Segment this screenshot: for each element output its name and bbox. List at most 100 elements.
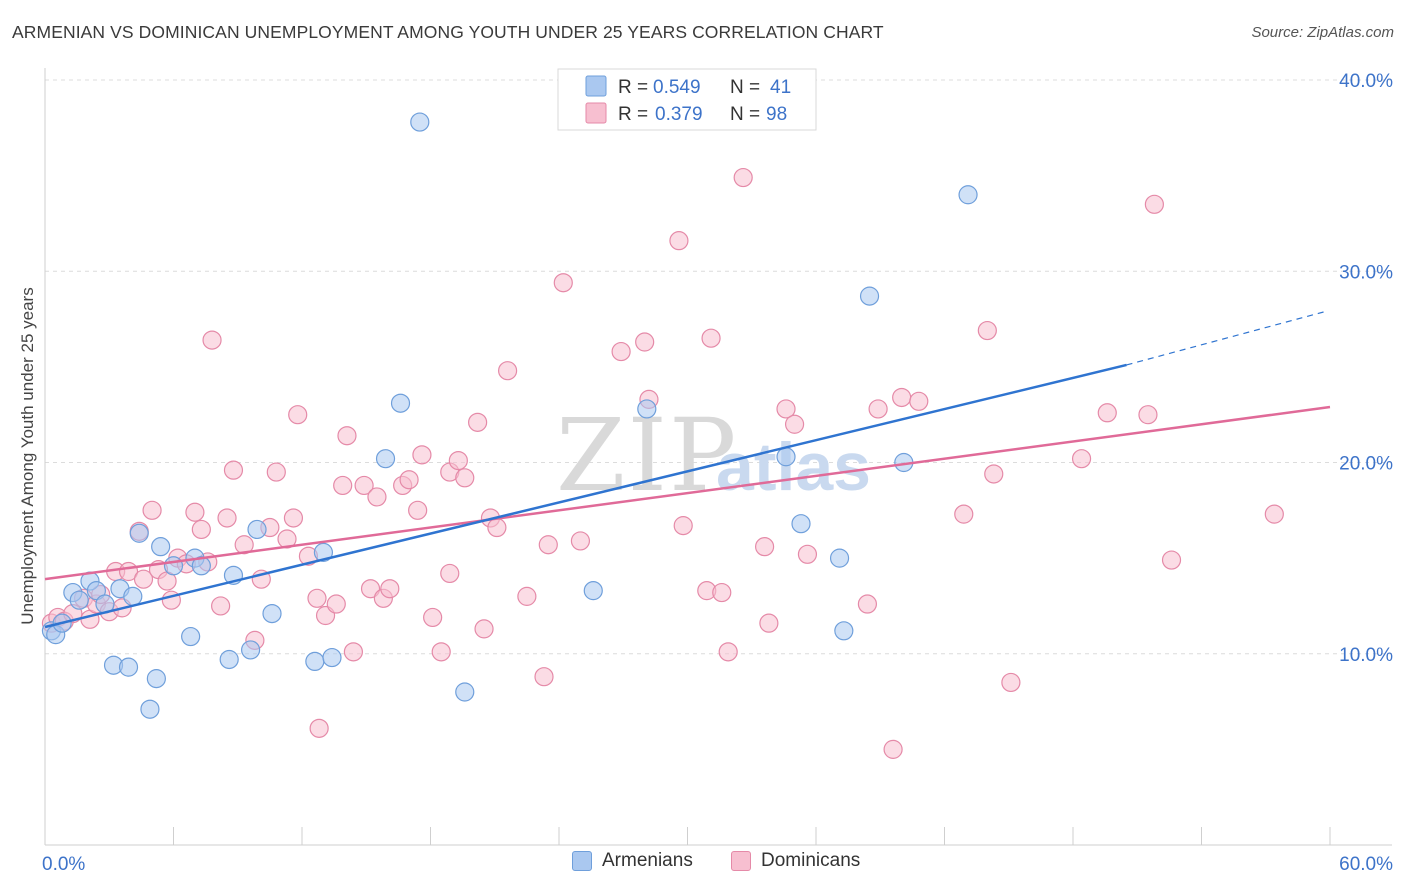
armenians-point	[322, 647, 342, 668]
armenians-point	[123, 586, 143, 606]
dominicans-point	[440, 563, 460, 584]
dominicans-point	[553, 273, 573, 293]
legend-label-dominicans: Dominicans	[761, 850, 861, 871]
dominicans-point	[1138, 405, 1158, 425]
armenians-point	[86, 581, 107, 601]
armenians-point	[69, 590, 89, 610]
armenians-point	[191, 556, 211, 576]
dominicans-point	[784, 414, 805, 434]
dominicans-point	[367, 487, 387, 507]
dominicans-point	[1097, 403, 1117, 423]
armenians-swatch	[572, 851, 592, 871]
armenians-point	[829, 548, 850, 568]
dominicans-point	[408, 500, 428, 520]
trend-lines	[44, 310, 1331, 629]
legend-top: R = 0.549 N = 41 R = 0.379 N = 98	[557, 68, 817, 131]
armenians-point	[181, 626, 201, 647]
armenians-point	[375, 449, 396, 469]
dominicans-point	[1071, 449, 1092, 469]
dominicans-point	[718, 642, 738, 662]
armenians-point	[241, 640, 261, 660]
axes	[44, 68, 1392, 846]
armenians-point	[859, 286, 880, 306]
legend-label-armenians: Armenians	[602, 850, 693, 871]
dominicans-point	[211, 596, 231, 616]
armenians-point	[247, 519, 267, 540]
dominicans-point	[487, 517, 507, 538]
legend-n-label: N =	[730, 77, 760, 98]
dominicans-point	[538, 535, 558, 555]
armenians-trend-extension	[1126, 310, 1326, 366]
dominicans-point	[468, 412, 488, 432]
armenians-point	[958, 185, 978, 205]
dominicans-point	[733, 167, 753, 188]
x-tick-label: 60.0%	[1339, 854, 1393, 875]
armenians-point	[791, 514, 811, 534]
dominicans-point	[570, 531, 591, 551]
armenians-point	[637, 399, 657, 419]
y-tick-label: 10.0%	[1339, 645, 1393, 666]
dominicans-point	[1264, 504, 1284, 524]
legend-n-value: 98	[766, 104, 787, 125]
grid-lines	[45, 79, 1392, 655]
dominicans-point	[673, 516, 693, 536]
legend-r-value: 0.549	[653, 77, 701, 98]
dominicans-point	[202, 330, 222, 350]
armenians-points	[41, 112, 978, 719]
dominicans-point	[909, 391, 929, 411]
legend-r-label: R =	[618, 104, 648, 125]
armenians-point	[151, 537, 171, 557]
legend-swatch-armenians	[585, 75, 607, 97]
armenians-point	[455, 682, 475, 702]
dominicans-point	[333, 475, 353, 496]
dominicans-point	[360, 579, 381, 599]
armenians-point	[776, 447, 796, 467]
y-tick-label: 40.0%	[1339, 71, 1393, 92]
dominicans-point	[343, 642, 363, 662]
dominicans-points	[41, 167, 1284, 759]
legend-bottom: Armenians Dominicans	[0, 850, 1406, 878]
dominicans-point	[797, 544, 818, 564]
dominicans-point	[892, 387, 912, 408]
dominicans-point	[534, 667, 554, 687]
dominicans-point	[448, 450, 468, 471]
dominicans-point	[431, 642, 451, 662]
dominicans-point	[217, 508, 237, 528]
armenians-point	[118, 657, 139, 677]
armenians-point	[129, 523, 149, 543]
legend-n-value: 41	[770, 77, 791, 98]
dominicans-swatch	[731, 851, 751, 871]
armenians-point	[410, 112, 430, 132]
dominicans-point	[133, 569, 154, 589]
legend-r-value: 0.379	[655, 104, 703, 125]
source-label: Source: ZipAtlas.com	[1251, 24, 1394, 41]
x-tick-label: 0.0%	[42, 854, 85, 875]
armenians-point	[305, 651, 325, 672]
dominicans-point	[635, 332, 655, 352]
dominicans-point	[868, 399, 888, 419]
armenians-point	[313, 542, 334, 562]
legend-n-label: N =	[730, 104, 760, 125]
dominicans-point	[517, 586, 537, 606]
legend-item-dominicans: Dominicans	[731, 850, 860, 872]
dominicans-point	[611, 341, 631, 362]
legend-swatch-dominicans	[585, 102, 607, 124]
dominicans-point	[309, 718, 329, 738]
armenians-point	[583, 581, 603, 601]
armenians-point	[163, 556, 184, 576]
dominicans-point	[412, 445, 432, 465]
dominicans-point	[754, 537, 775, 557]
dominicans-point	[455, 468, 475, 488]
chart-title: ARMENIAN VS DOMINICAN UNEMPLOYMENT AMONG…	[12, 22, 884, 42]
dominicans-point	[701, 328, 721, 348]
dominicans-point	[857, 594, 878, 614]
armenians-point	[140, 699, 160, 719]
dominicans-point	[883, 739, 903, 759]
dominicans-point	[399, 470, 419, 490]
dominicans-point	[474, 619, 494, 639]
y-tick-label: 20.0%	[1339, 454, 1393, 475]
dominicans-point	[283, 508, 304, 528]
legend-r-label: R =	[618, 77, 648, 98]
dominicans-point	[337, 426, 357, 446]
